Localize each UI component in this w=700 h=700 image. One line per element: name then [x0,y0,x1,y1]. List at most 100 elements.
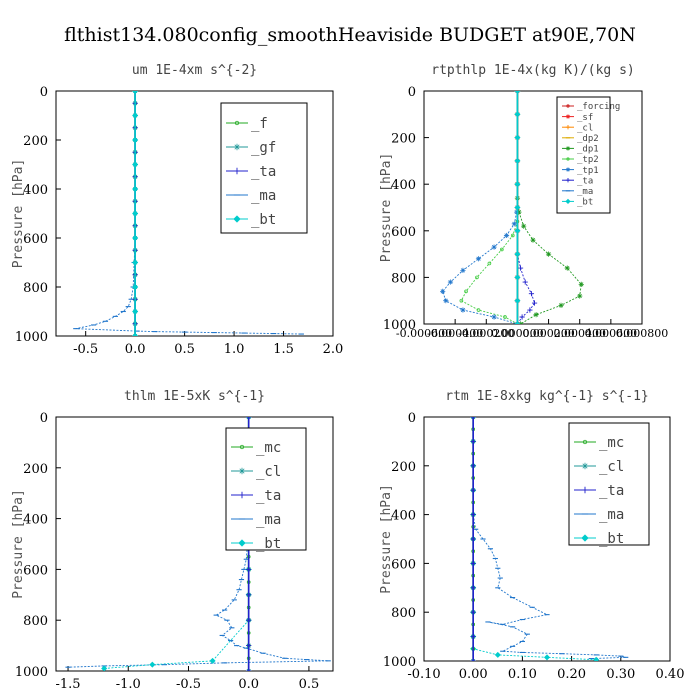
legend-swatch-marker [238,539,246,547]
series-ma [470,417,629,660]
y-tick-label: 0 [40,85,48,100]
y-tick-label: 600 [23,232,48,247]
data-point [543,654,551,661]
legend: _mc _cl _ta _ma _bt [568,422,650,547]
data-point [528,291,535,297]
legend-swatch-marker [565,125,571,130]
legend-box [220,102,308,234]
data-point [132,234,139,242]
legend-swatch-marker [566,104,570,108]
legend-swatch-marker [566,157,570,161]
x-tick-label: -1.5 [56,677,81,692]
legend: _forcing_sf_cl_dp2_dp1_tp2_tp1_ta_ma_bt [556,96,620,214]
panel-title: um 1E-4xm s^{-2} [132,63,257,78]
data-point [578,281,584,287]
data-point [246,668,252,671]
data-point [514,251,521,258]
data-point [132,161,139,168]
x-tick-label: 0.000200 [522,327,575,340]
legend-label: _bt [256,536,281,552]
panel-title: thlm 1E-5xK s^{-1} [124,389,265,404]
legend-swatch-marker [233,215,241,223]
panel-title: rtm 1E-8xkg kg^{-1} s^{-1} [445,389,649,404]
y-tick-label: 600 [23,563,48,578]
series-line [442,212,518,324]
series-line [516,254,536,324]
legend-swatch-marker [565,198,571,205]
legend-swatch-marker [233,143,241,151]
x-tick-label: -0.5 [73,342,98,357]
legend-label: _ta [599,483,624,499]
x-tick-label: 0.30 [606,667,635,682]
y-tick-label: 200 [391,132,416,147]
series-bt [132,91,139,336]
data-point [470,634,476,640]
data-point [132,91,139,95]
data-point [470,487,476,493]
plot-frame [55,90,334,337]
legend-swatch-marker [239,444,245,450]
legend-label: _ma [256,512,281,528]
data-point [246,417,252,420]
panel-title: rtpthlp 1E-4x(kg K)/(kg s) [431,63,635,78]
series-line [460,221,518,324]
data-point [511,221,517,227]
x-tick-label: 0.000800 [616,327,669,340]
data-point [470,658,476,661]
data-point [514,227,521,234]
y-tick-label: 800 [23,614,48,629]
data-point [132,112,139,119]
y-tick-label: 200 [23,462,48,477]
y-axis-label: Pressure [hPa] [379,153,394,263]
data-point [470,585,476,591]
x-tick-label: 0.000000 [491,327,544,340]
y-tick-label: 400 [23,183,48,198]
data-point [514,91,521,95]
panel-3: thlm 1E-5xK s^{-1} Pressure [hPa] 0 200 400 6… [11,389,334,692]
y-tick-label: 400 [23,513,48,528]
panel-4: rtm 1E-8xkg kg^{-1} s^{-1} Pressure [hPa]… [379,389,684,682]
y-tick-label: 800 [391,271,416,286]
legend-label: _forcing [577,102,620,112]
legend-label: _sf [577,113,593,123]
legend-swatch-marker [234,120,240,126]
data-point [487,261,492,266]
data-point [132,259,139,266]
data-point [246,592,252,598]
x-tick-label: -0.5 [176,677,201,692]
legend-label: _gf [251,140,276,156]
y-tick-label: 200 [391,460,416,475]
x-tick-label: 0.20 [557,667,586,682]
data-point [475,275,479,280]
data-point [494,651,501,658]
data-point [514,181,521,188]
data-point [132,210,139,217]
y-tick-label: 1000 [15,330,48,345]
data-point [470,609,476,615]
plot-frame [423,90,643,325]
x-tick-label: 2.0 [323,342,344,357]
legend-box [225,427,307,551]
series-layer [470,417,629,661]
legend-label: _mc [256,440,281,456]
data-point [464,289,468,294]
legend-swatch-marker [581,534,589,542]
data-point [491,244,497,250]
x-tick-label: 0.0 [125,342,146,357]
y-tick-label: 800 [23,281,48,296]
data-point [460,307,466,313]
legend-label: _cl [256,464,281,480]
x-tick-label: -0.000600 [396,327,452,340]
x-tick-label: 0.000600 [585,327,638,340]
data-point [593,656,600,661]
series-layer [73,91,304,336]
data-point [470,417,476,420]
data-point [503,232,510,239]
data-point [470,463,476,469]
data-point [514,297,521,304]
legend-label: _bt [251,212,276,228]
data-point [149,661,156,668]
x-tick-label: 1.5 [273,342,294,357]
data-point [246,566,252,572]
data-point [132,136,139,144]
